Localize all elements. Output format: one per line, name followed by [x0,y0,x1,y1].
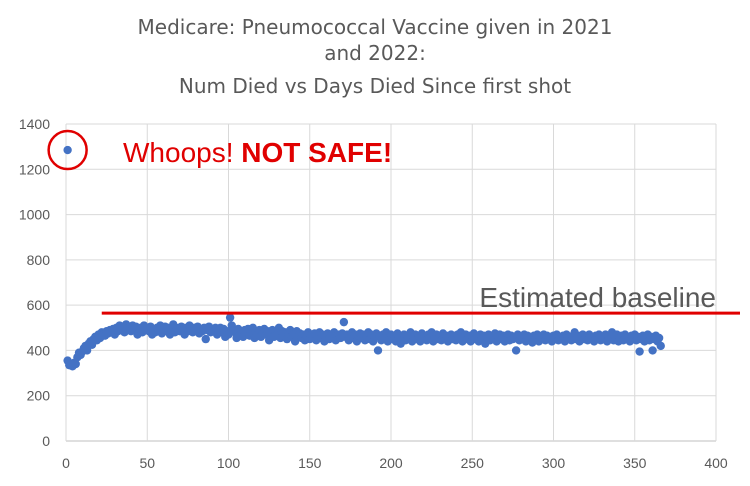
x-tick-label: 0 [62,455,70,471]
annotation-emphasis: NOT SAFE! [241,137,392,168]
y-tick-label: 200 [27,388,51,404]
x-tick-label: 200 [379,455,403,471]
data-point [654,333,664,343]
data-point [225,313,235,322]
y-tick-label: 1200 [19,161,50,177]
y-tick-label: 1000 [19,207,50,223]
x-tick-label: 250 [461,455,485,471]
estimated-baseline-label: Estimated baseline [479,282,716,313]
data-point [635,347,644,356]
outlier-highlight-circle [47,129,88,171]
data-point [82,346,92,355]
y-tick-label: 1400 [19,116,50,132]
annotations: Whoops! NOT SAFE! Estimated baseline [47,129,740,315]
data-point [656,341,665,351]
annotation-prefix: Whoops! [123,137,241,168]
y-tick-label: 0 [42,433,50,449]
x-tick-label: 150 [298,455,322,471]
data-point [71,359,80,369]
gridlines [65,123,717,442]
x-tick-label: 350 [623,455,647,471]
y-tick-label: 800 [27,252,51,268]
data-point [648,346,657,355]
data-point [339,317,349,327]
x-tick-label: 100 [217,455,241,471]
y-tick-label: 600 [27,297,51,313]
data-points [63,145,665,371]
title-line-3: Num Died vs Days Died Since first shot [179,74,571,98]
y-tick-label: 400 [27,342,51,358]
title-line-2: and 2022: [324,41,426,65]
data-point [201,334,210,344]
tick-labels: 0 200 400 600 800 1000 1200 1400 0 50 100 150 200 250… [19,116,728,471]
x-tick-label: 300 [542,455,566,471]
title-line-1: Medicare: Pneumococcal Vaccine given in … [138,15,613,39]
data-point [63,145,72,155]
not-safe-annotation: Whoops! NOT SAFE! [123,137,392,168]
x-tick-label: 50 [139,455,155,471]
x-tick-label: 400 [704,455,728,471]
chart-title: Medicare: Pneumococcal Vaccine given in … [138,15,613,98]
data-point [511,346,521,355]
data-point [373,346,383,355]
